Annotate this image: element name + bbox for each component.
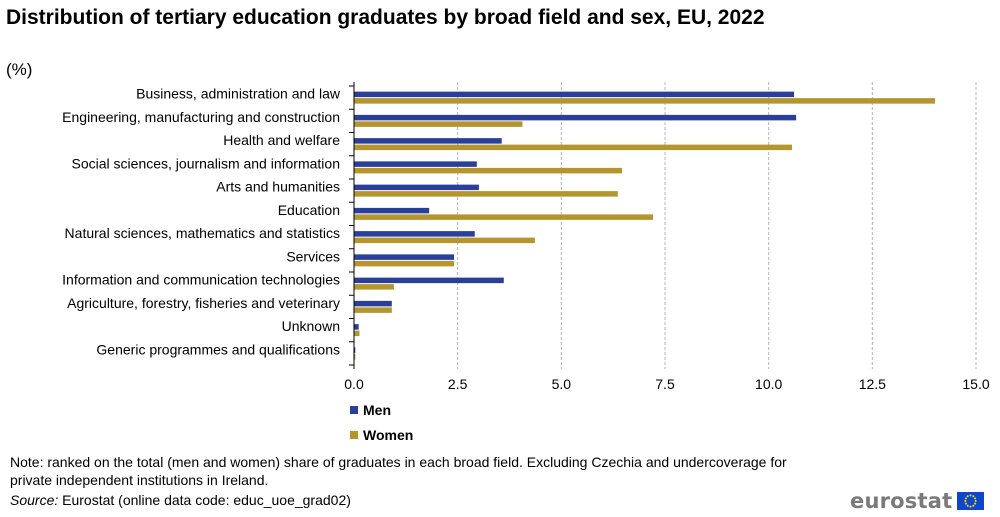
bar-men [354, 161, 477, 167]
bar-men [354, 207, 430, 214]
bar-chart: 0.0 2.5 5.0 7.5 10.0 12.5 15.0 Business, admini… [62, 82, 990, 392]
chart-note: Note: ranked on the total (men and women… [10, 454, 787, 488]
bar-men [354, 114, 797, 121]
bar-men [354, 300, 392, 307]
bar-women [354, 353, 356, 360]
eu-flag-icon [957, 492, 985, 510]
bar-women [354, 214, 654, 220]
bar-women [354, 284, 394, 290]
category-label: Natural sciences, mathematics and statis… [65, 225, 340, 241]
chart-subtitle: (%) [6, 60, 33, 79]
bar-women [354, 330, 360, 337]
x-tick-label: 12.5 [859, 376, 886, 392]
legend-item-men: Men [350, 402, 413, 418]
bar-men [354, 347, 356, 353]
category-label: Information and communication technologi… [62, 272, 340, 288]
x-tick-label: 0.0 [344, 376, 364, 392]
gridlines [457, 82, 977, 369]
category-label: Agriculture, forestry, fisheries and vet… [67, 295, 340, 311]
legend-item-women: Women [350, 427, 413, 443]
bar-women [354, 307, 392, 313]
bars [354, 91, 936, 360]
bar-women [354, 167, 622, 174]
legend-label-men: Men [363, 402, 391, 418]
legend: Men Women [350, 402, 413, 452]
bar-women [354, 144, 792, 151]
labels: 0.0 2.5 5.0 7.5 10.0 12.5 15.0 Business, admini… [62, 86, 990, 392]
bar-men [354, 324, 359, 330]
source-text: Eurostat (online data code: educ_uoe_gra… [58, 492, 351, 508]
legend-label-women: Women [363, 427, 414, 443]
category-label: Business, administration and law [136, 86, 341, 102]
source-label: Source: [10, 492, 59, 508]
x-tick-label: 7.5 [655, 376, 675, 392]
category-label: Social sciences, journalism and informat… [72, 155, 340, 171]
bar-women [354, 121, 523, 127]
bar-men [354, 254, 455, 260]
chart-title: Distribution of tertiary education gradu… [6, 6, 765, 29]
legend-swatch-men [350, 406, 358, 414]
bar-men [354, 231, 475, 237]
bar-men [354, 277, 504, 284]
bar-men [354, 138, 502, 144]
legend-swatch-women [350, 431, 358, 439]
category-label: Education [278, 202, 340, 218]
x-tick-label: 5.0 [552, 376, 572, 392]
category-label: Generic programmes and qualifications [96, 341, 340, 357]
logo-text: eurostat [850, 489, 953, 513]
eurostat-logo: eurostat [850, 489, 985, 513]
x-tick-label: 15.0 [962, 376, 989, 392]
category-label: Health and welfare [223, 132, 340, 148]
axes [349, 82, 355, 369]
bar-men [354, 184, 479, 191]
bar-women [354, 191, 618, 197]
bar-men [354, 91, 795, 98]
chart-source: Source: Eurostat (online data code: educ… [10, 492, 351, 508]
category-label: Services [286, 248, 340, 264]
category-label: Arts and humanities [216, 179, 340, 195]
x-tick-label: 10.0 [755, 376, 782, 392]
bar-women [354, 237, 535, 244]
bar-women [354, 98, 936, 104]
x-tick-label: 2.5 [448, 376, 468, 392]
bar-women [354, 260, 455, 267]
category-label: Unknown [282, 318, 340, 334]
category-label: Engineering, manufacturing and construct… [62, 109, 340, 125]
